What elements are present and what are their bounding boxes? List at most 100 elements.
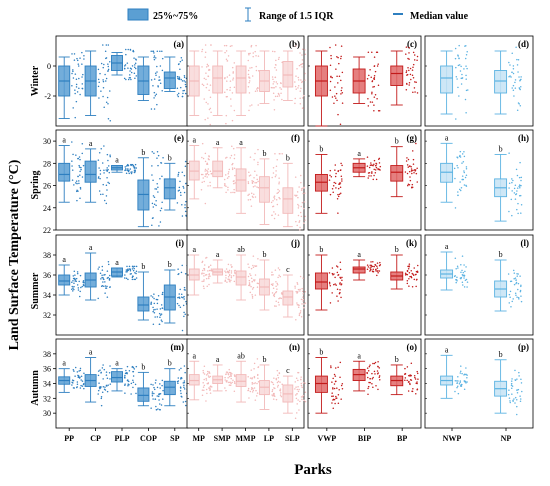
data-point (252, 186, 255, 188)
data-point (513, 283, 516, 286)
data-point (79, 186, 82, 189)
data-point (461, 269, 463, 272)
data-point (78, 377, 81, 379)
data-point (108, 279, 111, 281)
data-point (461, 281, 464, 284)
data-point (233, 270, 236, 272)
data-point (203, 373, 206, 375)
data-point (184, 400, 187, 403)
iqr-box (111, 371, 124, 383)
data-point (518, 375, 520, 377)
data-point (226, 381, 228, 383)
data-point (377, 109, 380, 112)
data-point (297, 379, 299, 382)
data-point (256, 90, 259, 92)
data-point (73, 288, 75, 291)
data-point (74, 279, 77, 281)
y-tick-label: 22 (43, 226, 51, 235)
data-point (339, 289, 341, 291)
data-point (278, 177, 280, 179)
data-point (297, 386, 299, 388)
data-point (247, 199, 250, 201)
data-point (457, 267, 459, 269)
data-point (341, 382, 344, 385)
data-point (183, 288, 186, 291)
data-point (273, 387, 275, 389)
significance-letter: b (262, 355, 266, 364)
box-BIP: a (352, 250, 382, 281)
data-point (376, 262, 379, 264)
data-point (520, 204, 523, 206)
data-point (181, 377, 183, 379)
data-point (337, 193, 339, 196)
data-point (181, 80, 184, 82)
data-point (151, 391, 154, 393)
data-point (98, 152, 101, 154)
data-point (155, 379, 157, 381)
data-point (206, 163, 208, 165)
data-point (124, 377, 126, 379)
x-category-label: BP (397, 434, 407, 443)
data-point (412, 274, 415, 277)
data-point (465, 65, 467, 67)
data-point (404, 373, 407, 375)
iqr-box (58, 274, 71, 286)
data-point (273, 81, 275, 83)
data-point (153, 293, 155, 295)
data-point (253, 387, 256, 389)
data-point (405, 71, 408, 74)
data-point (153, 196, 156, 198)
significance-letter: b (395, 137, 399, 146)
data-point (366, 264, 369, 266)
data-point (278, 181, 280, 183)
data-point (72, 287, 74, 289)
data-point (249, 156, 252, 158)
data-point (73, 184, 75, 186)
data-point (373, 174, 375, 177)
data-point (109, 61, 111, 63)
data-point (183, 388, 186, 390)
data-point (81, 83, 84, 85)
data-point (455, 281, 457, 284)
data-point (516, 413, 518, 416)
data-point (300, 81, 303, 84)
data-point (297, 399, 299, 401)
data-point (377, 272, 379, 274)
data-point (151, 202, 154, 205)
data-point (404, 272, 407, 275)
data-point (75, 83, 78, 86)
data-point (100, 404, 103, 407)
data-point (208, 277, 210, 280)
data-point (153, 297, 155, 300)
data-point (160, 207, 163, 210)
data-point (107, 68, 110, 71)
data-point (150, 50, 152, 53)
box-PLP: a (111, 359, 138, 395)
data-point (508, 293, 511, 296)
data-point (270, 381, 273, 383)
data-point (278, 56, 280, 59)
data-point (277, 301, 280, 304)
data-point (301, 287, 303, 290)
data-point (461, 73, 463, 76)
data-point (300, 63, 302, 66)
data-point (254, 265, 257, 268)
data-point (275, 64, 277, 66)
data-point (509, 290, 512, 293)
data-point (205, 400, 207, 402)
significance-letter: b (141, 262, 145, 271)
significance-letter: a (239, 138, 243, 147)
data-point (458, 188, 461, 191)
data-point (277, 58, 280, 60)
data-point (209, 392, 212, 394)
data-point (415, 392, 417, 395)
data-point (209, 375, 212, 378)
data-point (209, 385, 212, 387)
data-point (109, 383, 112, 385)
data-point (106, 377, 109, 380)
data-point (247, 389, 250, 392)
data-point (369, 101, 372, 103)
data-point (301, 107, 304, 109)
data-point (510, 384, 513, 386)
